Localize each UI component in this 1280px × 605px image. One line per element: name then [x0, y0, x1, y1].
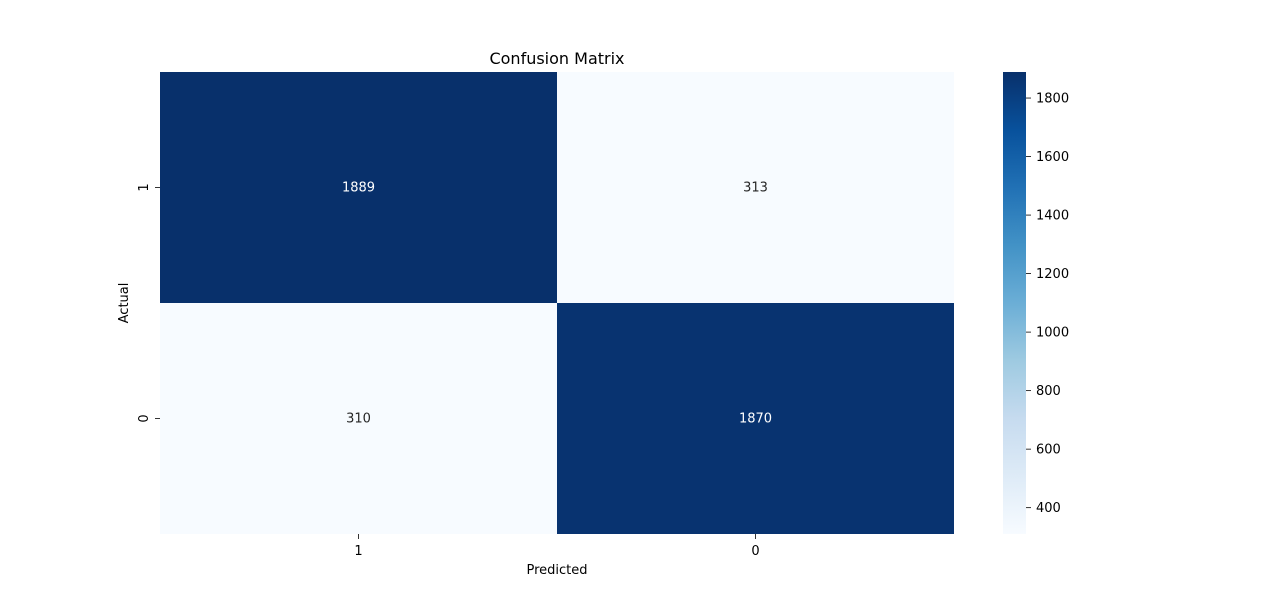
x-tick-label: 0 — [751, 544, 759, 559]
cell-value-label: 313 — [743, 181, 768, 196]
heatmap-cell — [160, 303, 557, 534]
colorbar-tick-label: 1000 — [1036, 326, 1069, 341]
y-tick-label: 0 — [137, 414, 152, 422]
colorbar: 400 600 800 1000 1200 1400 1600 1800 — [1003, 72, 1069, 534]
colorbar-tick-label: 1800 — [1036, 92, 1069, 107]
y-axis-ticks: 10 — [137, 183, 160, 423]
x-axis-label: Predicted — [526, 563, 587, 578]
heatmap-cells: 1889 313 310 1870 — [160, 72, 954, 534]
y-axis-label: Actual — [117, 283, 132, 324]
colorbar-tick-label: 800 — [1036, 384, 1061, 399]
colorbar-tick-label: 1200 — [1036, 267, 1069, 282]
y-tick-label: 1 — [137, 183, 152, 191]
colorbar-gradient — [1003, 72, 1026, 534]
cell-value-label: 1870 — [739, 412, 772, 427]
cell-value-label: 1889 — [342, 181, 375, 196]
heatmap-cell — [557, 72, 954, 303]
x-tick-label: 1 — [354, 544, 362, 559]
chart-title: Confusion Matrix — [489, 49, 624, 68]
heatmap-cell — [160, 72, 557, 303]
cell-value-label: 310 — [346, 412, 371, 427]
heatmap-cell — [557, 303, 954, 534]
colorbar-tick-label: 1600 — [1036, 150, 1069, 165]
colorbar-tick-label: 600 — [1036, 443, 1061, 458]
colorbar-tick-label: 400 — [1036, 501, 1061, 516]
colorbar-tick-label: 1400 — [1036, 209, 1069, 224]
